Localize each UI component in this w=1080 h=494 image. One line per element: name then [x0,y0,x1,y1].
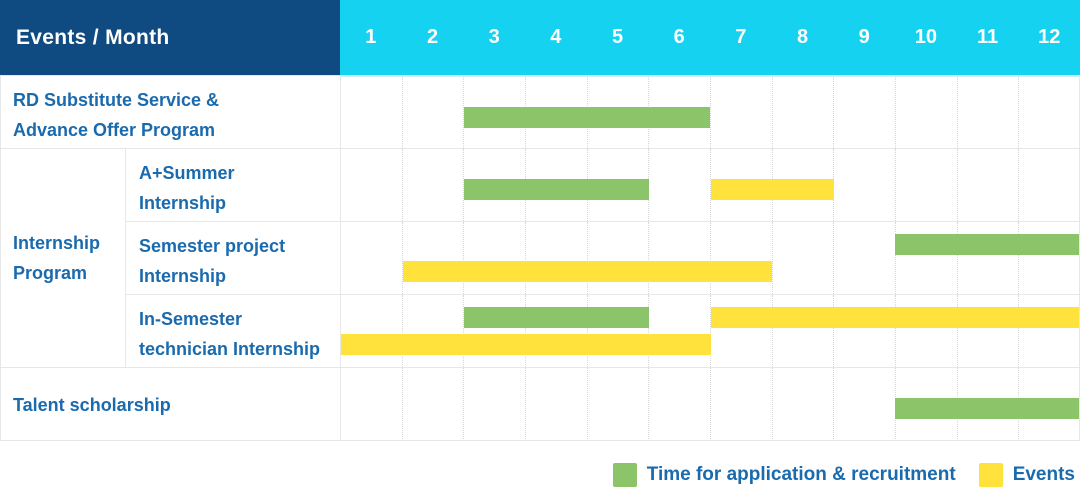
recruitment-bar [895,398,1080,419]
month-column [833,77,895,148]
legend-label: Events [1012,464,1075,485]
month-column [648,149,710,221]
month-column [341,368,402,441]
month-column [956,222,1019,294]
month-header-3: 3 [488,26,500,48]
month-column [771,368,834,441]
month-column [710,222,772,294]
row-label-semester-project-internship: Semester project Internship [125,221,340,294]
month-column [895,295,957,367]
month-column [895,77,957,148]
month-column [525,222,587,294]
events-month-table: Events / Month 1 2 3 4 5 6 7 8 9 10 11 12 RD Substi… [0,0,1080,441]
chart-row-semester-project-internship [340,221,1080,294]
event-bar [341,334,711,355]
legend-item-event: Events [978,463,1075,487]
month-column [463,222,525,294]
month-column [1018,77,1080,148]
legend-item-recruitment: Time for application & recruitment [612,463,956,487]
row-label-a-plus-summer-internship: A+Summer Internship [125,148,340,221]
month-column [525,295,587,367]
chart-row-talent-scholarship [340,367,1080,441]
row-label-in-semester-technician-internship: In-Semester technician Internship [125,294,340,367]
month-column [895,149,957,221]
month-column [833,222,895,294]
month-column [401,222,464,294]
chart-row-rd-substitute-service [340,75,1080,148]
month-column [341,222,402,294]
month-column [401,149,464,221]
month-column [586,368,649,441]
month-column [710,295,772,367]
group-label-internship-program: Internship Program [0,148,125,367]
recruitment-bar [464,107,711,128]
event-bar [710,179,834,200]
recruitment-bar [464,307,649,328]
month-column [463,149,525,221]
month-column [956,149,1019,221]
month-column [525,368,587,441]
month-header-11: 11 [976,26,999,48]
month-column [401,368,464,441]
month-header-row: 1 2 3 4 5 6 7 8 9 10 11 12 [340,0,1080,75]
month-header-10: 10 [914,26,937,48]
month-column [463,368,525,441]
event-bar [710,307,1080,328]
month-column [771,222,834,294]
month-header-6: 6 [673,26,685,48]
month-column [341,77,402,148]
month-column [463,77,525,148]
row-label-talent-scholarship: Talent scholarship [0,367,340,441]
month-header-4: 4 [550,26,562,48]
month-column [956,77,1019,148]
legend-swatch-recruitment-icon [612,463,637,487]
month-column [771,295,834,367]
month-column [586,295,649,367]
recruitment-bar [464,179,649,200]
event-bar [402,261,773,282]
month-column [401,295,464,367]
month-column [648,295,710,367]
month-header-1: 1 [365,26,377,48]
month-header-8: 8 [796,26,809,48]
legend-label: Time for application & recruitment [646,464,956,485]
legend-swatch-event-icon [978,463,1003,487]
month-header-12: 12 [1038,26,1061,48]
month-column [895,222,957,294]
recruitment-bar [895,234,1080,255]
table-corner-header: Events / Month [0,0,340,75]
month-column [341,295,402,367]
month-header-5: 5 [611,26,624,48]
month-header-2: 2 [426,26,439,48]
month-column [833,295,895,367]
month-column [771,77,834,148]
month-column [1018,295,1080,367]
row-label-rd-substitute-service: RD Substitute Service & Advance Offer Pr… [0,75,340,148]
month-column [956,295,1019,367]
month-column [586,222,649,294]
chart-row-a-plus-summer-internship [340,148,1080,221]
month-header-9: 9 [858,26,870,48]
month-header-7: 7 [735,26,747,48]
month-column [833,149,895,221]
month-column [833,368,895,441]
month-column [401,77,464,148]
month-column [648,222,710,294]
chart-row-in-semester-technician-internship [340,294,1080,367]
month-column [1018,222,1080,294]
month-column [710,368,772,441]
month-column [1018,149,1080,221]
month-column [648,368,710,441]
month-column [463,295,525,367]
legend: Time for application & recruitment Events [612,463,1075,487]
month-column [710,77,772,148]
month-column [341,149,402,221]
